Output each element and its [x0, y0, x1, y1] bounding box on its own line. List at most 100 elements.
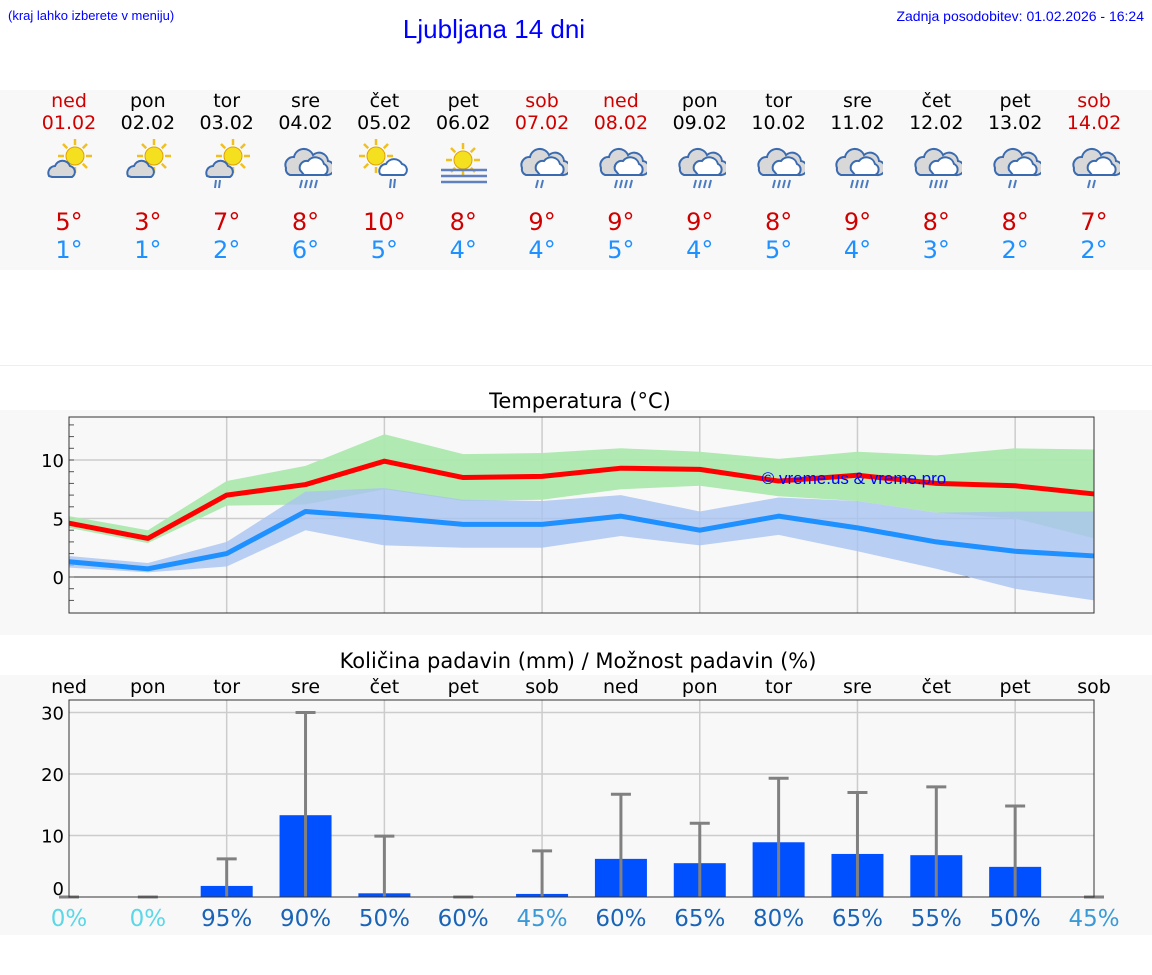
day-label: pon	[130, 676, 166, 698]
precip-probability: 80%	[753, 906, 804, 932]
max-temp: 3°	[134, 208, 162, 236]
day-date: 02.02	[120, 112, 176, 134]
min-temp: 6°	[291, 236, 320, 264]
day-label: tor	[213, 676, 240, 698]
day-name: pon	[681, 90, 718, 112]
cloudy-light-rain-icon	[989, 138, 1045, 190]
day-label: pet	[1000, 676, 1031, 698]
day-date: 07.02	[514, 112, 570, 134]
spacer	[0, 270, 1152, 366]
cloudy-rain-icon	[753, 138, 808, 190]
cloudy-rain-icon	[674, 138, 729, 190]
min-temp-line	[68, 508, 1095, 572]
partly-cloudy-icon	[43, 138, 95, 190]
day-date: 08.02	[593, 112, 649, 134]
precip-probability: 55%	[911, 906, 962, 932]
min-temp: 4°	[449, 236, 477, 264]
day-forecast: sob 07.02 9° 4°	[503, 90, 581, 264]
max-temp: 9°	[528, 208, 556, 236]
precip-probability: 60%	[438, 906, 489, 932]
precip-probability: 65%	[674, 906, 725, 932]
max-temp-range-band	[69, 434, 1094, 544]
precip-probability: 0%	[130, 906, 167, 932]
sun-fog-icon	[437, 138, 489, 190]
max-temp: 9°	[686, 208, 714, 236]
precipitation-chart: Količina padavin (mm) / Možnost padavin …	[0, 649, 1152, 935]
y-tick-label: 0	[53, 568, 64, 589]
max-temp: 7°	[1080, 208, 1108, 236]
y-tick-label: 10	[41, 827, 64, 848]
last-updated: Zadnja posodobitev: 01.02.2026 - 16:24	[896, 8, 1144, 24]
cloudy-rain-icon	[910, 138, 966, 190]
y-tick-label: 10	[41, 451, 64, 472]
plot-frame	[68, 699, 1095, 898]
min-temp: 5°	[764, 236, 793, 264]
cloudy-light-rain-icon	[1068, 138, 1124, 190]
day-date: 13.02	[987, 112, 1043, 134]
max-temp: 9°	[607, 208, 635, 236]
cloudy-light-rain-icon	[516, 138, 572, 190]
precip-probability: 50%	[990, 906, 1041, 932]
precip-probability: 45%	[1068, 906, 1119, 932]
day-date: 04.02	[278, 112, 333, 134]
day-name: tor	[213, 90, 241, 112]
day-label: čet	[370, 676, 400, 698]
min-temp: 2°	[1080, 236, 1108, 264]
day-date: 09.02	[672, 112, 727, 134]
day-forecast: sre 11.02 9° 4°	[818, 90, 896, 264]
day-name: ned	[603, 90, 639, 112]
min-temp: 2°	[213, 236, 241, 264]
day-forecast: pet 06.02 8° 4°	[424, 90, 502, 264]
day-name: čet	[369, 90, 400, 112]
day-name: sob	[1077, 90, 1111, 112]
max-temp: 9°	[843, 208, 872, 236]
plot-frame	[68, 416, 1095, 614]
day-forecast: sob 14.02 7° 2°	[1055, 90, 1133, 264]
max-temp: 8°	[449, 208, 477, 236]
chart-background	[0, 675, 1152, 935]
daily-forecast-strip: ned 01.02 5° 1° pon 02.02 3° 1° tor 03.02 …	[0, 90, 1152, 270]
min-temp: 1°	[134, 236, 162, 264]
y-tick-label: 20	[41, 765, 64, 786]
day-label: pet	[448, 676, 479, 698]
max-temp: 7°	[213, 208, 241, 236]
chart-title: Količina padavin (mm) / Možnost padavin …	[340, 649, 817, 673]
min-temp: 4°	[686, 236, 714, 264]
day-label: sob	[1077, 676, 1111, 698]
day-name: sob	[525, 90, 559, 112]
day-label: pon	[682, 676, 718, 698]
day-name: pon	[129, 90, 166, 112]
day-date: 03.02	[199, 112, 254, 134]
min-temp: 5°	[607, 236, 635, 264]
location-hint: (kraj lahko izberete v meniju)	[8, 8, 175, 23]
page-title: Ljubljana 14 dni	[402, 14, 586, 44]
day-date: 01.02	[41, 112, 97, 134]
y-tick-label: 30	[41, 704, 64, 725]
cloudy-rain-icon	[280, 138, 335, 190]
precip-probability: 0%	[51, 906, 88, 932]
min-temp: 4°	[528, 236, 556, 264]
max-temp: 5°	[55, 208, 83, 236]
max-temp: 8°	[1001, 208, 1029, 236]
precip-probability: 90%	[280, 906, 331, 932]
day-name: pet	[447, 90, 479, 112]
day-date: 12.02	[909, 112, 964, 134]
min-temp: 5°	[370, 236, 399, 264]
day-forecast: tor 03.02 7° 2°	[188, 90, 266, 264]
day-label: čet	[922, 676, 952, 698]
temperature-chart: Temperatura (°C) 0 5 10 © vreme.us & vreme.p…	[0, 389, 1152, 635]
partly-cloudy-icon	[122, 138, 174, 190]
day-name: čet	[921, 90, 952, 112]
day-date: 14.02	[1066, 112, 1122, 134]
cloudy-rain-icon	[595, 138, 650, 190]
min-temp: 4°	[843, 236, 872, 264]
day-date: 05.02	[357, 112, 412, 134]
cloudy-rain-icon	[831, 138, 887, 190]
day-date: 11.02	[830, 112, 885, 134]
day-label: tor	[765, 676, 792, 698]
day-name: pet	[999, 90, 1031, 112]
day-label: ned	[51, 676, 87, 698]
day-label: ned	[603, 676, 639, 698]
precip-probability: 50%	[359, 906, 410, 932]
day-forecast: čet 12.02 8° 3°	[897, 90, 975, 264]
